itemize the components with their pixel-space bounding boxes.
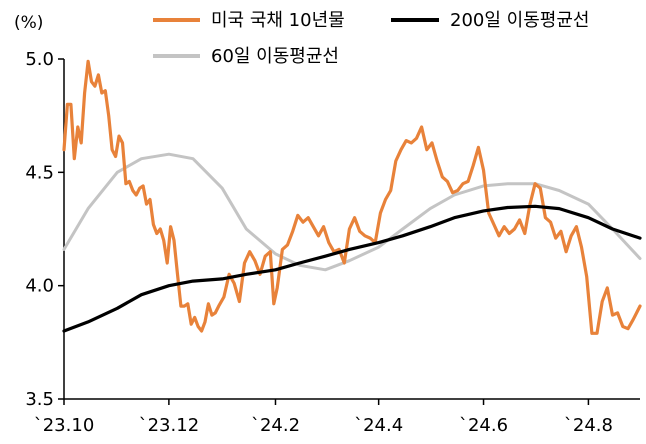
axes xyxy=(63,59,640,400)
legend-item-treasury-10y: 미국 국채 10년물 xyxy=(153,10,345,31)
series-line-treasury-10y xyxy=(62,59,642,335)
x-ticks: `23.10 `23.12 `24.2 `24.4 `24.6 `24.8 xyxy=(34,399,613,436)
legend: 미국 국채 10년물 200일 이동평균선 60일 이동평균선 xyxy=(153,10,589,67)
x-tick-label: `23.10 xyxy=(34,415,95,436)
x-tick-label: `23.12 xyxy=(139,415,200,436)
legend-item-200d-ma: 200일 이동평균선 xyxy=(391,10,589,31)
series-line-60d-ma xyxy=(62,152,642,272)
y-axis-unit: (%) xyxy=(14,13,43,33)
y-tick-label: 4.0 xyxy=(25,276,54,297)
x-tick-label: `24.2 xyxy=(251,415,300,436)
y-tick-label: 3.5 xyxy=(25,389,54,410)
legend-label-treasury-10y: 미국 국채 10년물 xyxy=(211,10,345,31)
x-tick-label: `24.4 xyxy=(354,415,403,436)
legend-label-60d-ma: 60일 이동평균선 xyxy=(211,46,339,67)
y-tick-label: 4.5 xyxy=(25,162,54,183)
legend-item-60d-ma: 60일 이동평균선 xyxy=(153,46,339,67)
series-line-200d-ma xyxy=(62,204,642,333)
x-tick-label: `24.8 xyxy=(564,415,613,436)
series-lines xyxy=(62,59,642,335)
y-ticks: 3.5 4.0 4.5 5.0 xyxy=(25,49,64,410)
legend-label-200d-ma: 200일 이동평균선 xyxy=(450,10,589,31)
x-tick-label: `24.6 xyxy=(459,415,508,436)
y-tick-label: 5.0 xyxy=(25,49,54,70)
